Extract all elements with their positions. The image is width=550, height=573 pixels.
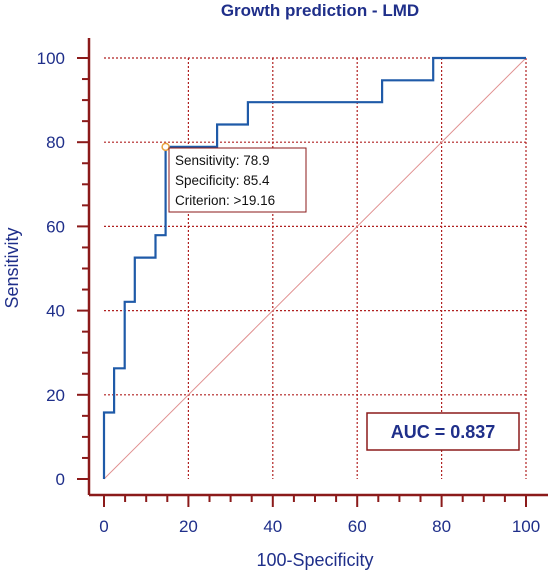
- y-tick-label: 40: [46, 302, 65, 321]
- operating-point-tooltip: [168, 147, 307, 213]
- x-tick-label: 40: [263, 517, 282, 536]
- tooltip-line: Sensitivity: 78.9: [175, 153, 270, 168]
- y-tick-label: 0: [56, 470, 65, 489]
- auc-label: AUC = 0.837: [391, 422, 496, 442]
- y-tick-label: 60: [46, 217, 65, 236]
- y-axis-label: Sensitivity: [2, 227, 22, 308]
- reference-line: [103, 57, 527, 480]
- axes: [87, 38, 548, 497]
- x-tick-label: 60: [348, 517, 367, 536]
- x-axis-label: 100-Specificity: [256, 550, 373, 570]
- diagonal-reference-line: [103, 57, 527, 480]
- chart-title: Growth prediction - LMD: [221, 1, 419, 20]
- roc-curve: [102, 56, 526, 479]
- x-tick-label: 20: [179, 517, 198, 536]
- roc-curve-group: [102, 56, 526, 479]
- ticks: 0 20 40 60 80 100 0 20 40 60 80 100: [37, 49, 541, 536]
- y-tick-label: 20: [46, 386, 65, 405]
- x-tick-label: 100: [512, 517, 540, 536]
- auc-box: AUC = 0.837: [366, 412, 520, 451]
- x-tick-label: 80: [432, 517, 451, 536]
- operating-point-marker: [161, 142, 170, 152]
- operating-point-group: Sensitivity: 78.9 Specificity: 85.4 Criter…: [161, 142, 307, 213]
- tooltip-line: Criterion: >19.16: [175, 193, 275, 208]
- x-tick-label: 0: [99, 517, 108, 536]
- y-tick-label: 80: [46, 133, 65, 152]
- tooltip-line: Specificity: 85.4: [175, 173, 270, 188]
- y-tick-label: 100: [37, 49, 65, 68]
